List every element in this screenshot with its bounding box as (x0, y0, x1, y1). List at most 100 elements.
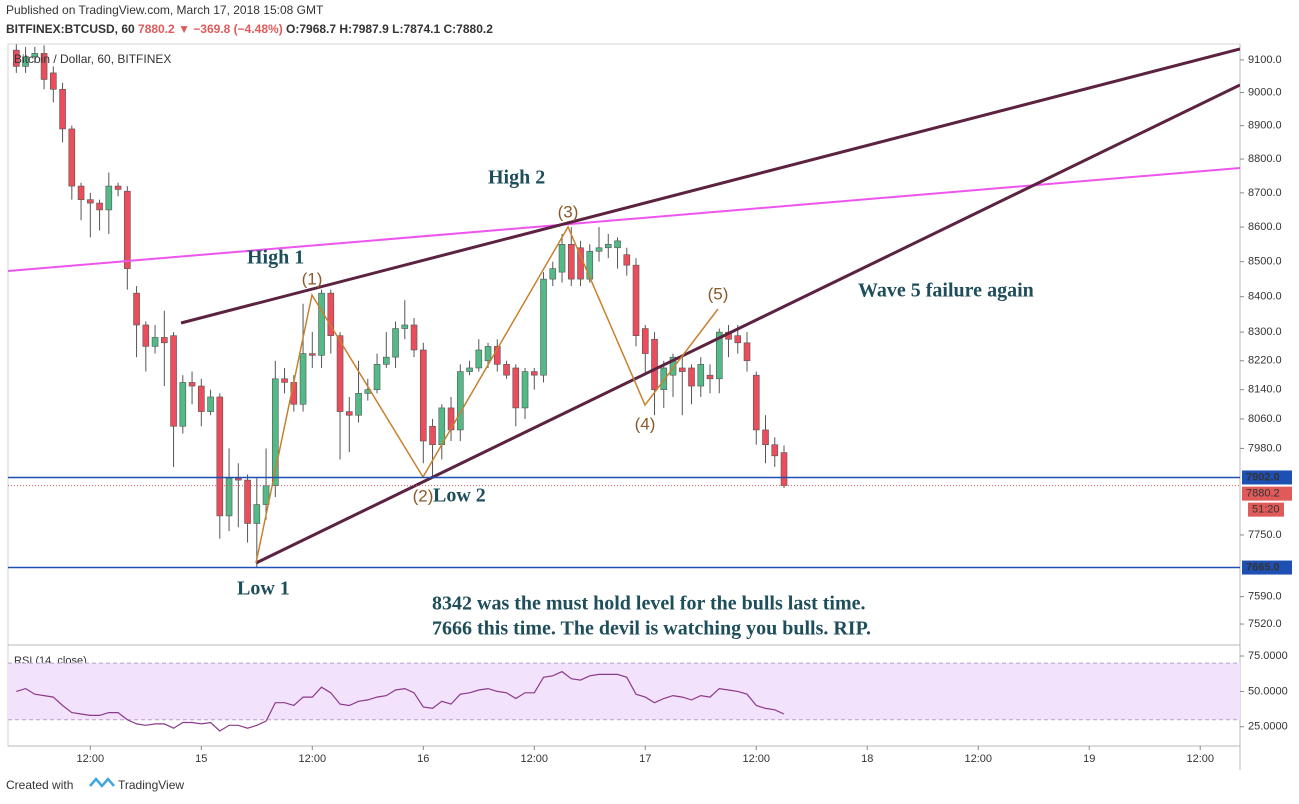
candle-body (207, 396, 214, 412)
candle-body (327, 292, 335, 336)
y-tick-label: 8700.0 (1248, 187, 1282, 199)
candle-body (604, 244, 612, 249)
symbol-line: BITFINEX:BTCUSD, 60 7880.2 ▼ −369.8 (−4.… (6, 22, 493, 36)
candle-body (318, 292, 325, 356)
footer-brand: TradingView (118, 778, 184, 792)
candle-body (456, 371, 464, 431)
x-tick-label: 12:00 (77, 753, 105, 765)
x-tick-label: 15 (195, 753, 207, 765)
annotation: Wave 5 failure again (858, 280, 1034, 302)
annotation: 7666 this time. The devil is watching yo… (432, 618, 871, 640)
candle-body (567, 244, 575, 280)
x-tick-label: 12:00 (521, 753, 549, 765)
candle-body (401, 324, 409, 329)
candle-body (558, 244, 566, 273)
x-tick-label: 12:00 (299, 753, 327, 765)
candle-body (771, 444, 779, 457)
candle-body (170, 335, 177, 427)
rsi-tick-label: 50.0000 (1248, 685, 1288, 697)
candle-body (651, 338, 658, 390)
wave-label: (1) (302, 269, 323, 288)
candle-body (530, 371, 538, 376)
level-tag-label: 7665.0 (1246, 561, 1280, 573)
close: C:7880.2 (444, 22, 494, 36)
candle-body (336, 335, 344, 412)
candle-body (13, 49, 20, 67)
candle-body (503, 364, 510, 376)
candle-body (281, 378, 288, 383)
wave-path (255, 225, 719, 564)
y-tick-label: 7520.0 (1248, 618, 1282, 630)
drawings (8, 47, 1240, 565)
candle-body (373, 364, 381, 390)
upper-trendline (180, 47, 1240, 325)
candle-body (345, 411, 353, 416)
candle-body (762, 429, 769, 446)
candle-body (438, 407, 446, 446)
y-tick-label: 8900.0 (1248, 120, 1282, 132)
y-tick-label: 8060.0 (1248, 413, 1282, 425)
candle-body (410, 324, 418, 351)
lower-trendline (255, 83, 1240, 565)
candle-body (22, 56, 29, 67)
level-tag (1242, 560, 1292, 575)
candle-body (512, 367, 520, 409)
y-tick-label: 7590.0 (1248, 591, 1282, 603)
x-tick-label: 18 (861, 753, 873, 765)
brand-icon (89, 777, 115, 788)
candle-body (188, 382, 196, 387)
candle-body (641, 328, 649, 354)
y-tick-label: 9000.0 (1248, 86, 1282, 98)
candle-body (161, 337, 168, 344)
level-tag-label: 7902.0 (1246, 471, 1280, 483)
candle-body (382, 356, 390, 365)
candle-body (225, 477, 233, 517)
candle-body (623, 254, 631, 266)
annotation: Low 1 (237, 578, 290, 600)
candle-body (780, 452, 788, 486)
open: O:7968.7 (286, 22, 336, 36)
high: H:7987.9 (339, 22, 389, 36)
x-tick-label: 17 (639, 753, 651, 765)
y-tick-label: 8140.0 (1248, 384, 1282, 396)
x-tick-label: 12:00 (1186, 753, 1214, 765)
candle-body (31, 53, 39, 57)
candle-body (660, 367, 668, 390)
candle-body (586, 250, 594, 280)
candle-body (521, 371, 529, 409)
candle-body (475, 349, 483, 369)
annotation: 8342 was the must hold level for the bul… (432, 593, 866, 615)
candle-body (697, 364, 705, 387)
y-tick-label: 7750.0 (1248, 529, 1282, 541)
wave-label: (5) (708, 284, 729, 303)
candle-body (253, 504, 261, 524)
candle-body (669, 356, 677, 376)
y-tick-label: 8300.0 (1248, 326, 1282, 338)
candle-body (179, 382, 187, 427)
rsi-tick-label: 75.0000 (1248, 650, 1288, 662)
candle-body (50, 72, 57, 90)
countdown-label: 51:20 (1252, 504, 1280, 516)
candle-body (632, 264, 640, 336)
change: ▼ −369.8 (−4.48%) (178, 22, 283, 36)
candle-body (96, 202, 103, 211)
candle-body (429, 425, 436, 446)
candle-body (715, 331, 723, 380)
annotation: High 1 (247, 247, 304, 269)
candles (13, 44, 788, 568)
x-tick-label: 12:00 (964, 753, 992, 765)
candle-body (688, 367, 695, 387)
candle-body (734, 335, 742, 344)
wave-label: (2) (413, 486, 434, 505)
rsi-tick-label: 25.0000 (1248, 721, 1288, 733)
candle-body (151, 337, 159, 347)
last-price-label: 7880.2 (1246, 488, 1280, 500)
x-tick-label: 12:00 (742, 753, 770, 765)
candle-body (355, 393, 362, 416)
legend: Bitcoin / Dollar, 60, BITFINEX (14, 52, 171, 66)
last-price-tag (1242, 486, 1292, 501)
candle-body (540, 278, 547, 376)
plot-frame (7, 43, 1241, 747)
rsi-line (16, 670, 785, 732)
